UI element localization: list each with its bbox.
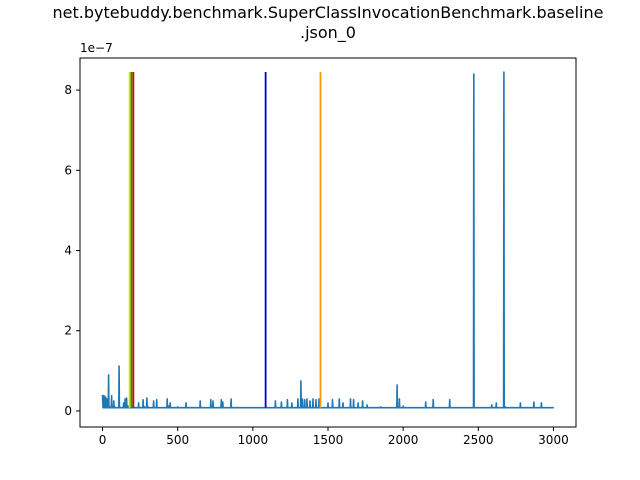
x-tick-label: 500	[166, 433, 189, 447]
vertical-markers	[128, 72, 322, 408]
axes: 0 500 1000 1500 2000 2500 3000 0 2 4 6 8	[64, 57, 577, 447]
x-tick-label: 0	[99, 433, 107, 447]
x-tick-label: 1500	[313, 433, 344, 447]
y-offset-label: 1e−7	[80, 41, 113, 55]
y-tick-label: 0	[64, 404, 72, 418]
x-tick-label: 3000	[538, 433, 569, 447]
plot-area	[101, 71, 555, 409]
y-tick-label: 2	[64, 324, 72, 338]
x-tick-label: 2000	[388, 433, 419, 447]
series-line	[101, 71, 555, 409]
chart-title-line1: net.bytebuddy.benchmark.SuperClassInvoca…	[53, 3, 604, 22]
x-tick-label: 2500	[463, 433, 494, 447]
x-tick-label: 1000	[238, 433, 269, 447]
y-tick-label: 8	[64, 83, 72, 97]
chart-title-line2: .json_0	[300, 23, 356, 43]
y-tick-label: 4	[64, 244, 72, 258]
axes-frame	[79, 57, 577, 428]
y-tick-label: 6	[64, 163, 72, 177]
